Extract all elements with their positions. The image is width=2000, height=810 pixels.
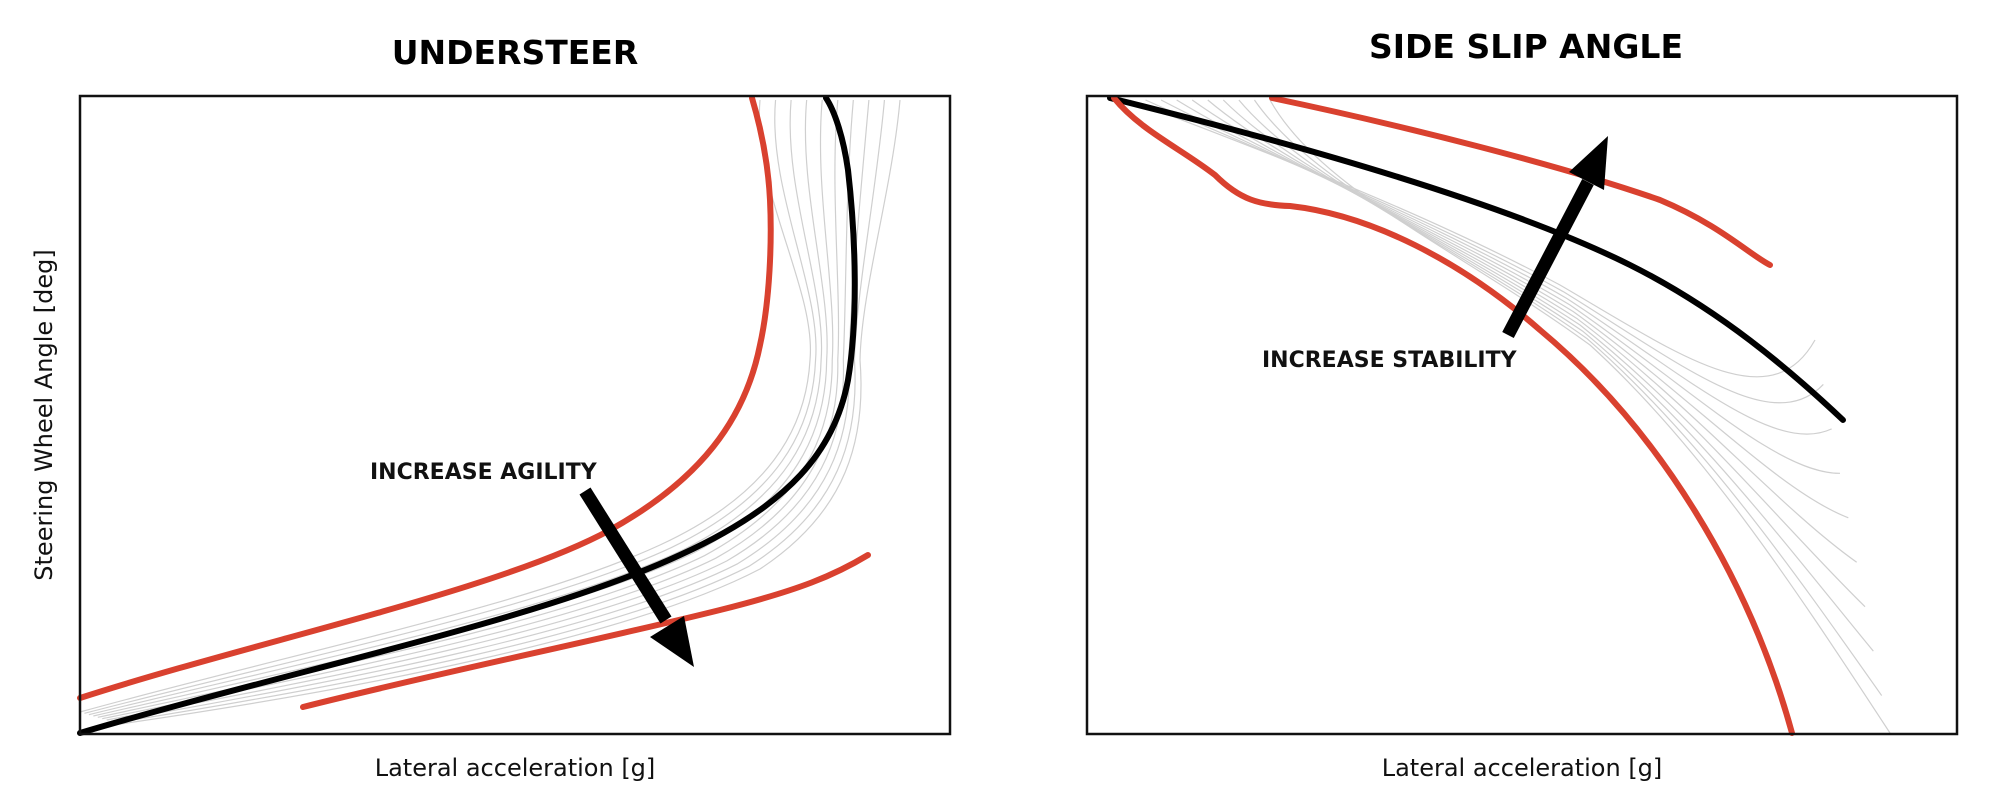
understeer-intermediate-curves xyxy=(79,99,901,725)
understeer-plot-frame xyxy=(78,94,952,736)
understeer-thin-curve xyxy=(102,99,840,720)
understeer-thin-curve xyxy=(115,99,886,724)
side-slip-lower-red-curve xyxy=(1111,95,1795,736)
understeer-thin-curve xyxy=(79,99,812,713)
increase-stability-label: INCREASE STABILITY xyxy=(1262,348,1518,373)
side-slip-thin-curve xyxy=(1145,99,1824,404)
side-slip-upper-red-curve xyxy=(1269,95,1773,268)
side-slip-thin-curve xyxy=(1222,99,1866,608)
understeer-thin-curve xyxy=(119,99,901,725)
understeer-thin-curve xyxy=(106,99,854,721)
side-slip-thin-curve xyxy=(1269,99,1891,734)
understeer-thin-curve xyxy=(88,99,823,716)
side-slip-thin-curve xyxy=(1191,99,1849,519)
increase-agility-arrow xyxy=(579,487,694,667)
increase-stability-arrow xyxy=(1502,136,1608,339)
side-slip-thin-curve xyxy=(1160,99,1832,435)
understeer-thin-curve xyxy=(93,99,828,717)
side-slip-black-reference-curve xyxy=(1107,95,1846,423)
understeer-thin-curve xyxy=(84,99,817,714)
side-slip-angle-chart-title: SIDE SLIP ANGLE xyxy=(1369,27,1683,66)
side-slip-thin-curve xyxy=(1238,99,1874,652)
understeer-lower-red-curve xyxy=(300,552,871,710)
understeer-black-reference-curve xyxy=(77,95,858,736)
understeer-chart: UNDERSTEER INCREASE AGILITY Lateral acce… xyxy=(30,33,952,782)
side-slip-x-axis-label: Lateral acceleration [g] xyxy=(1382,754,1663,782)
side-slip-plot-frame xyxy=(1085,94,1959,736)
understeer-thin-curve xyxy=(97,99,834,718)
understeer-y-axis-label: Steering Wheel Angle [deg] xyxy=(30,249,58,580)
side-slip-angle-chart: SIDE SLIP ANGLE INCREASE STABILITY Later… xyxy=(1085,27,1959,782)
side-slip-intermediate-curves xyxy=(1129,99,1891,734)
understeer-chart-title: UNDERSTEER xyxy=(392,33,639,72)
side-slip-thin-curve xyxy=(1176,99,1841,474)
understeer-upper-red-curve xyxy=(77,95,774,701)
increase-agility-label: INCREASE AGILITY xyxy=(370,460,598,485)
side-slip-thin-curve xyxy=(1129,99,1816,378)
side-slip-thin-curve xyxy=(1207,99,1858,563)
side-slip-thin-curve xyxy=(1253,99,1883,696)
understeer-x-axis-label: Lateral acceleration [g] xyxy=(375,754,656,782)
